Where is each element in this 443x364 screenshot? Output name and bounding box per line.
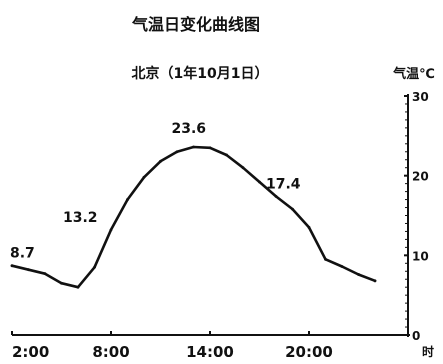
data-label: 13.2 [63,210,98,226]
data-point [274,194,278,198]
data-point [175,150,179,154]
x-ticks: 2:00 8:00 14:00 20:00 [11,331,333,361]
x-tick-label: 2:00 [12,343,49,361]
series-layer [10,145,377,289]
y-tick-label: 30 [412,90,429,104]
y-ticks: 0 10 20 30 [404,90,429,343]
data-point [27,268,30,272]
x-tick-label: 14:00 [186,343,234,361]
data-point [373,279,377,283]
data-point [192,145,195,149]
y-tick-label: 10 [412,249,429,263]
data-point [126,198,129,201]
data-point [307,226,311,229]
data-point [93,265,96,269]
chart-subtitle: 北京（1年10月1日） [132,65,269,82]
y-tick-label: 20 [412,170,429,184]
data-point [241,166,245,170]
x-tick-label: 8:00 [92,343,129,361]
data-point [43,272,47,276]
data-point [208,146,212,150]
data-point [225,153,228,157]
x-tick-label: 20:00 [285,343,333,361]
data-point [340,265,344,268]
data-point [60,281,63,285]
data-point [142,175,146,179]
data-point [159,159,162,163]
annotation-layer: 8.7 13.2 23.6 17.4 [10,121,301,262]
y-axis-title: 气温℃ [393,66,435,82]
data-label: 23.6 [172,121,207,137]
data-point [76,285,80,289]
data-point [10,264,14,268]
data-label: 17.4 [266,176,301,192]
y-tick-label: 0 [412,329,420,343]
data-point [357,273,360,276]
data-point [291,207,294,211]
data-point [258,180,261,184]
data-point [109,228,113,232]
data-label: 8.7 [10,246,35,262]
x-axis-title: 时 [422,344,434,359]
data-point [324,257,327,261]
chart-title: 气温日变化曲线图 [131,15,260,34]
